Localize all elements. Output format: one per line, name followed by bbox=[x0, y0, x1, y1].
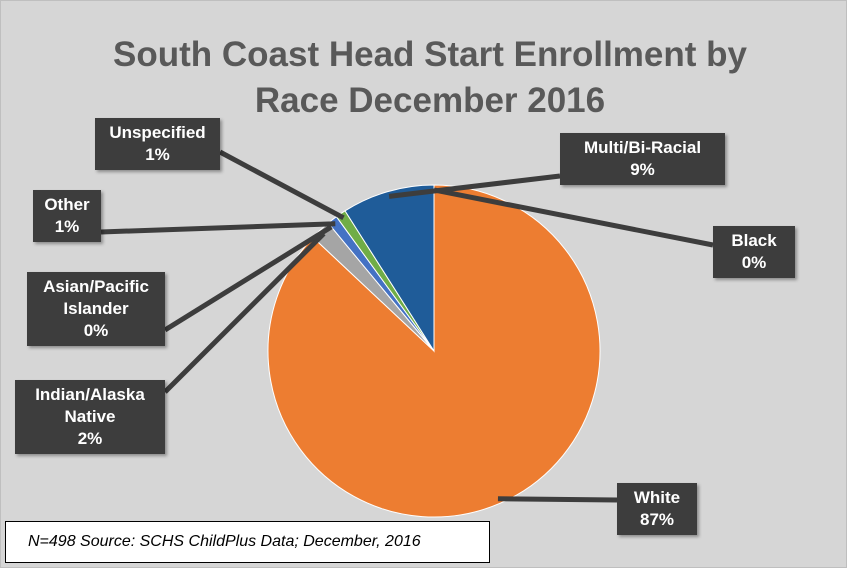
leader-line bbox=[218, 149, 345, 221]
data-label: Asian/Pacific Islander 0% bbox=[27, 272, 165, 346]
data-label: Multi/Bi-Racial 9% bbox=[560, 133, 725, 185]
data-label: Unspecified 1% bbox=[95, 118, 220, 170]
source-note: N=498 Source: SCHS ChildPlus Data; Decem… bbox=[5, 521, 490, 563]
value-label: 0% bbox=[741, 253, 767, 272]
category-label: Black bbox=[731, 231, 777, 250]
leader-line bbox=[388, 173, 561, 199]
category-label: Unspecified bbox=[109, 123, 206, 142]
leader-line bbox=[163, 224, 333, 333]
category-label: Multi/Bi-Racial bbox=[583, 138, 702, 157]
category-label: Indian/Alaska Native bbox=[35, 385, 145, 426]
data-label: White 87% bbox=[617, 483, 697, 535]
value-label: 0% bbox=[83, 321, 109, 340]
leader-line bbox=[163, 231, 326, 394]
value-label: 1% bbox=[54, 217, 80, 236]
value-label: 9% bbox=[630, 160, 655, 179]
value-label: 1% bbox=[145, 145, 170, 164]
category-label: Other bbox=[44, 195, 90, 214]
value-label: 87% bbox=[639, 510, 675, 529]
chart-title: South Coast Head Start Enrollment by Rac… bbox=[113, 35, 747, 120]
category-label: Asian/Pacific Islander bbox=[43, 277, 149, 318]
value-label: 2% bbox=[77, 429, 103, 448]
leader-line bbox=[497, 496, 618, 503]
data-label: Indian/Alaska Native 2% bbox=[15, 380, 165, 454]
data-label: Black 0% bbox=[713, 226, 795, 278]
leader-line bbox=[100, 221, 336, 235]
category-label: White bbox=[633, 488, 681, 507]
pie-slice bbox=[344, 184, 435, 353]
data-label: Other 1% bbox=[33, 190, 101, 242]
leader-line bbox=[433, 187, 714, 248]
